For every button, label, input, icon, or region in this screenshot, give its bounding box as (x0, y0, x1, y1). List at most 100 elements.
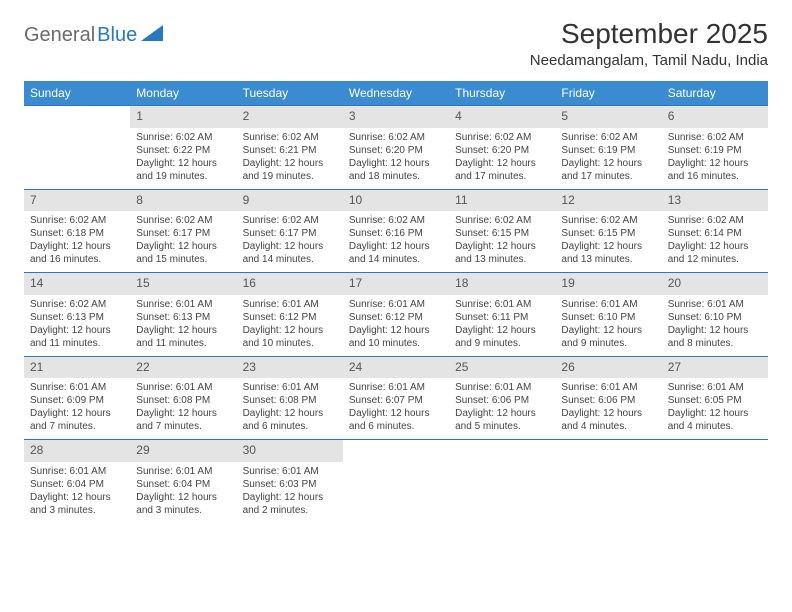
day-number-cell: 4 (449, 106, 555, 128)
daylight-text: Daylight: 12 hours and 14 minutes. (243, 240, 337, 266)
day-number: 20 (662, 273, 768, 295)
sunset-text: Sunset: 6:04 PM (30, 478, 124, 491)
week-detail-row: Sunrise: 6:01 AMSunset: 6:04 PMDaylight:… (24, 462, 768, 523)
sunset-text: Sunset: 6:18 PM (30, 227, 124, 240)
day-number-cell: 29 (130, 440, 236, 462)
day-number: 9 (237, 190, 343, 212)
day-detail-cell: Sunrise: 6:02 AMSunset: 6:21 PMDaylight:… (237, 128, 343, 190)
day-header: Wednesday (343, 81, 449, 106)
day-number: 30 (237, 440, 343, 462)
sunset-text: Sunset: 6:22 PM (136, 144, 230, 157)
day-detail-cell: Sunrise: 6:02 AMSunset: 6:19 PMDaylight:… (662, 128, 768, 190)
day-detail-cell: Sunrise: 6:01 AMSunset: 6:12 PMDaylight:… (343, 295, 449, 357)
sunrise-text: Sunrise: 6:02 AM (243, 214, 337, 227)
day-detail-cell: Sunrise: 6:02 AMSunset: 6:15 PMDaylight:… (555, 211, 661, 273)
sunrise-text: Sunrise: 6:02 AM (561, 214, 655, 227)
day-detail-cell: Sunrise: 6:02 AMSunset: 6:19 PMDaylight:… (555, 128, 661, 190)
day-number-cell: 2 (237, 106, 343, 128)
daylight-text: Daylight: 12 hours and 7 minutes. (30, 407, 124, 433)
sunset-text: Sunset: 6:05 PM (668, 394, 762, 407)
calendar-table: SundayMondayTuesdayWednesdayThursdayFrid… (24, 81, 768, 523)
sunset-text: Sunset: 6:17 PM (136, 227, 230, 240)
day-number-cell: 7 (24, 189, 130, 211)
day-detail-cell: Sunrise: 6:01 AMSunset: 6:09 PMDaylight:… (24, 378, 130, 440)
sunset-text: Sunset: 6:21 PM (243, 144, 337, 157)
sunrise-text: Sunrise: 6:02 AM (349, 131, 443, 144)
week-detail-row: Sunrise: 6:01 AMSunset: 6:09 PMDaylight:… (24, 378, 768, 440)
sunrise-text: Sunrise: 6:02 AM (136, 214, 230, 227)
sunrise-text: Sunrise: 6:01 AM (349, 381, 443, 394)
day-detail-cell: Sunrise: 6:01 AMSunset: 6:03 PMDaylight:… (237, 462, 343, 523)
day-detail-cell: Sunrise: 6:01 AMSunset: 6:10 PMDaylight:… (555, 295, 661, 357)
daylight-text: Daylight: 12 hours and 6 minutes. (349, 407, 443, 433)
sunrise-text: Sunrise: 6:01 AM (349, 298, 443, 311)
sunrise-text: Sunrise: 6:01 AM (561, 298, 655, 311)
day-number: 18 (449, 273, 555, 295)
daylight-text: Daylight: 12 hours and 8 minutes. (668, 324, 762, 350)
daylight-text: Daylight: 12 hours and 13 minutes. (561, 240, 655, 266)
week-number-row: 123456 (24, 106, 768, 128)
sunset-text: Sunset: 6:13 PM (30, 311, 124, 324)
sunrise-text: Sunrise: 6:01 AM (136, 381, 230, 394)
sunset-text: Sunset: 6:17 PM (243, 227, 337, 240)
sunrise-text: Sunrise: 6:01 AM (561, 381, 655, 394)
day-number: 4 (449, 106, 555, 128)
day-detail-cell: Sunrise: 6:01 AMSunset: 6:06 PMDaylight:… (449, 378, 555, 440)
day-number: 17 (343, 273, 449, 295)
logo-word2: Blue (97, 24, 137, 47)
daylight-text: Daylight: 12 hours and 14 minutes. (349, 240, 443, 266)
sunset-text: Sunset: 6:15 PM (455, 227, 549, 240)
sunset-text: Sunset: 6:14 PM (668, 227, 762, 240)
sunset-text: Sunset: 6:20 PM (455, 144, 549, 157)
week-detail-row: Sunrise: 6:02 AMSunset: 6:18 PMDaylight:… (24, 211, 768, 273)
daylight-text: Daylight: 12 hours and 11 minutes. (30, 324, 124, 350)
daylight-text: Daylight: 12 hours and 6 minutes. (243, 407, 337, 433)
day-number-cell: 6 (662, 106, 768, 128)
sunset-text: Sunset: 6:08 PM (136, 394, 230, 407)
day-number-cell: 27 (662, 356, 768, 378)
day-number-cell: 1 (130, 106, 236, 128)
day-header: Sunday (24, 81, 130, 106)
day-number: 2 (237, 106, 343, 128)
day-detail-cell: Sunrise: 6:02 AMSunset: 6:17 PMDaylight:… (130, 211, 236, 273)
day-number: 14 (24, 273, 130, 295)
sunrise-text: Sunrise: 6:02 AM (668, 131, 762, 144)
day-detail-cell (24, 128, 130, 190)
daylight-text: Daylight: 12 hours and 17 minutes. (455, 157, 549, 183)
day-header: Saturday (662, 81, 768, 106)
sunset-text: Sunset: 6:08 PM (243, 394, 337, 407)
sunrise-text: Sunrise: 6:01 AM (668, 381, 762, 394)
daylight-text: Daylight: 12 hours and 9 minutes. (561, 324, 655, 350)
day-number: 13 (662, 190, 768, 212)
sunset-text: Sunset: 6:04 PM (136, 478, 230, 491)
sunset-text: Sunset: 6:09 PM (30, 394, 124, 407)
daylight-text: Daylight: 12 hours and 2 minutes. (243, 491, 337, 517)
daylight-text: Daylight: 12 hours and 4 minutes. (561, 407, 655, 433)
day-detail-cell: Sunrise: 6:02 AMSunset: 6:15 PMDaylight:… (449, 211, 555, 273)
day-detail-cell: Sunrise: 6:02 AMSunset: 6:14 PMDaylight:… (662, 211, 768, 273)
logo-triangle-icon (141, 24, 163, 47)
day-number: 6 (662, 106, 768, 128)
day-detail-cell: Sunrise: 6:01 AMSunset: 6:12 PMDaylight:… (237, 295, 343, 357)
sunset-text: Sunset: 6:19 PM (561, 144, 655, 157)
sunset-text: Sunset: 6:20 PM (349, 144, 443, 157)
week-number-row: 14151617181920 (24, 273, 768, 295)
day-number-cell: 15 (130, 273, 236, 295)
day-number-cell (662, 440, 768, 462)
daylight-text: Daylight: 12 hours and 19 minutes. (136, 157, 230, 183)
sunrise-text: Sunrise: 6:01 AM (136, 465, 230, 478)
sunset-text: Sunset: 6:06 PM (561, 394, 655, 407)
day-number-cell: 11 (449, 189, 555, 211)
week-number-row: 282930 (24, 440, 768, 462)
sunrise-text: Sunrise: 6:02 AM (30, 298, 124, 311)
day-detail-cell (449, 462, 555, 523)
daylight-text: Daylight: 12 hours and 4 minutes. (668, 407, 762, 433)
sunrise-text: Sunrise: 6:01 AM (243, 298, 337, 311)
sunrise-text: Sunrise: 6:02 AM (30, 214, 124, 227)
sunrise-text: Sunrise: 6:02 AM (243, 131, 337, 144)
day-number-cell: 14 (24, 273, 130, 295)
sunrise-text: Sunrise: 6:01 AM (30, 465, 124, 478)
day-number-cell: 28 (24, 440, 130, 462)
sunset-text: Sunset: 6:13 PM (136, 311, 230, 324)
sunrise-text: Sunrise: 6:01 AM (455, 298, 549, 311)
